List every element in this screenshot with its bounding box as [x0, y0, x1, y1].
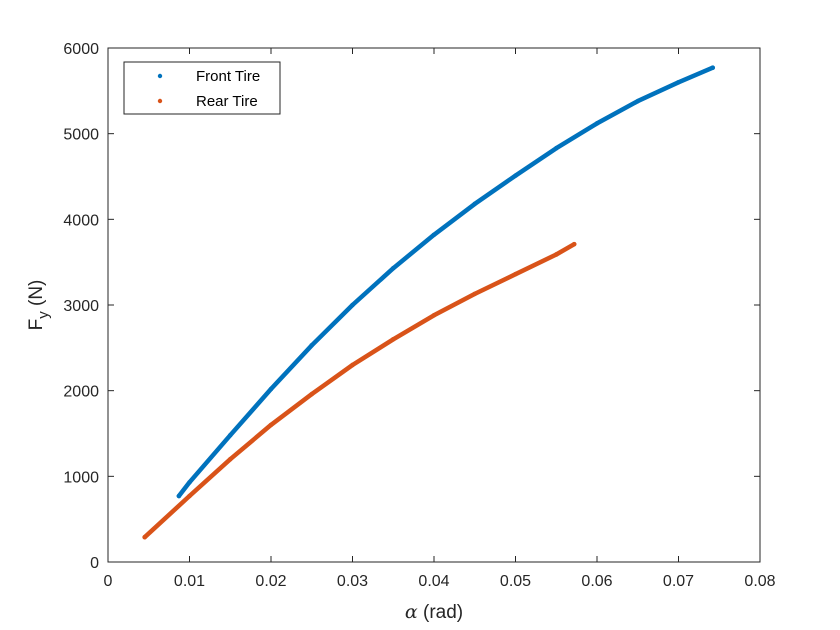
data-point-rear-tire [571, 241, 577, 247]
x-tick-label: 0.07 [663, 573, 694, 590]
data-point-rear-tire [513, 271, 518, 277]
plot-area [107, 47, 761, 563]
data-point-front-tire [710, 65, 716, 71]
y-axis-ticks: 0 1000 2000 3000 4000 5000 6000 [63, 41, 760, 572]
data-point-rear-tire [350, 362, 355, 368]
data-point-front-tire [594, 121, 600, 126]
y-tick-label: 5000 [63, 127, 99, 144]
legend-label-front-tire: Front Tire [196, 68, 260, 85]
data-point-rear-tire [390, 336, 396, 342]
x-axis-label-text: (rad) [418, 602, 463, 623]
y-axis-label-sub: y [35, 311, 52, 319]
y-tick-label: 6000 [63, 41, 99, 58]
y-tick-label: 2000 [63, 384, 99, 401]
x-tick-label: 0.02 [255, 573, 286, 590]
data-point-rear-tire [309, 391, 315, 397]
data-point-front-tire [676, 79, 681, 85]
y-tick-label: 4000 [63, 212, 99, 229]
data-point-rear-tire [187, 493, 192, 499]
x-tick-label: 0.04 [418, 573, 449, 590]
legend-marker-front-tire [157, 73, 163, 79]
data-point-front-tire [513, 173, 518, 178]
y-axis-label-rest: (N) [26, 280, 47, 312]
legend: Front Tire Rear Tire [123, 61, 281, 115]
data-point-front-tire [635, 98, 641, 104]
data-point-front-tire [472, 201, 478, 207]
data-point-front-tire [350, 302, 355, 308]
data-point-front-tire [187, 480, 192, 485]
legend-label-rear-tire: Rear Tire [196, 93, 258, 110]
legend-box [123, 61, 281, 115]
x-tick-label: 0.06 [581, 573, 612, 590]
x-axis-label: α (rad) [405, 601, 463, 623]
data-point-front-tire [431, 232, 437, 238]
data-point-rear-tire [142, 534, 147, 540]
x-tick-label: 0.08 [744, 573, 775, 590]
y-tick-label: 0 [90, 555, 99, 572]
data-point-rear-tire [431, 312, 437, 318]
x-axis-ticks: 0 0.01 0.02 0.03 0.04 0.05 0.06 0.07 0.08 [104, 48, 776, 590]
data-point-front-tire [309, 342, 315, 348]
x-axis-label-symbol: α [405, 601, 418, 623]
x-tick-label: 0.01 [174, 573, 205, 590]
series-layer [142, 65, 716, 540]
data-point-front-tire [390, 265, 396, 271]
series-curve-rear-tire [142, 241, 577, 540]
y-tick-label: 3000 [63, 298, 99, 315]
data-point-front-tire [227, 432, 233, 438]
x-tick-label: 0.03 [337, 573, 368, 590]
y-axis-label-main: F [26, 319, 47, 331]
data-point-front-tire [268, 386, 274, 392]
series-front-tire [176, 65, 716, 499]
series-rear-tire [142, 241, 577, 540]
legend-marker-rear-tire [157, 98, 163, 104]
data-point-rear-tire [268, 422, 274, 428]
y-axis-label: Fy (N) [26, 280, 52, 331]
data-point-rear-tire [553, 252, 559, 257]
x-tick-label: 0 [104, 573, 113, 590]
y-tick-label: 1000 [63, 469, 99, 486]
data-point-front-tire [176, 493, 182, 499]
x-tick-label: 0.05 [500, 573, 531, 590]
data-point-rear-tire [227, 456, 233, 462]
data-point-rear-tire [472, 291, 478, 297]
data-point-front-tire [553, 145, 559, 151]
